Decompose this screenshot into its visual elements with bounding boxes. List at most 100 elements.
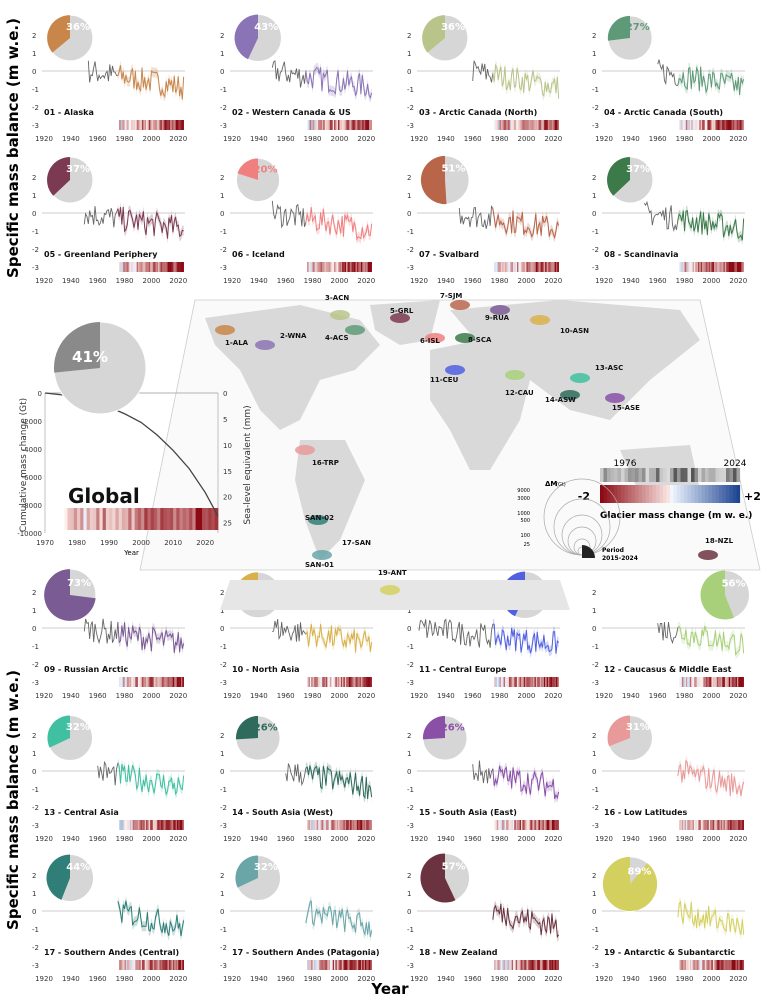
global-ytick-right: 10	[223, 442, 232, 450]
stripe	[542, 820, 545, 830]
legend-gray-stripe	[694, 468, 699, 482]
legend-gray-stripe	[684, 468, 688, 482]
stripe	[723, 677, 726, 687]
pie-slice	[607, 157, 630, 196]
ytick-label: 1	[407, 607, 411, 615]
legend-min: -2	[578, 490, 590, 503]
stripe	[320, 820, 323, 830]
legend-stripe	[705, 485, 709, 503]
stripe	[158, 262, 160, 272]
stripe	[131, 820, 133, 830]
xtick-label: 2020	[357, 277, 375, 285]
stripe	[681, 120, 684, 130]
xtick-label: 1940	[62, 975, 80, 983]
legend-stripe	[663, 485, 667, 503]
map-region-label: 10-ASN	[560, 327, 589, 335]
stripe	[175, 120, 178, 130]
stripe	[131, 120, 133, 130]
legend-gray-stripe	[673, 468, 678, 482]
xtick-label: 1980	[491, 135, 509, 143]
legend-gray-stripe	[670, 468, 674, 482]
stripe	[311, 262, 313, 272]
stripe	[553, 120, 555, 130]
stripe	[119, 677, 121, 687]
stripe	[154, 262, 156, 272]
stripe	[724, 677, 727, 687]
stripe	[703, 677, 706, 687]
stripe	[311, 960, 313, 970]
stripe	[334, 262, 336, 272]
stripe	[687, 677, 689, 687]
series-line	[117, 900, 185, 937]
stripe	[359, 820, 362, 830]
ytick-label: -3	[32, 264, 39, 272]
stripe	[152, 820, 155, 830]
stripe	[164, 262, 167, 272]
stripe	[703, 820, 706, 830]
global-ytick-left: 0	[38, 390, 42, 398]
stripe	[510, 960, 512, 970]
pie-slice	[47, 715, 70, 748]
stripe	[179, 120, 182, 130]
xtick-label: 1980	[116, 135, 134, 143]
stripe	[700, 820, 703, 830]
stripe	[521, 677, 523, 687]
stripe	[688, 262, 691, 272]
ytick-label: -1	[220, 926, 227, 934]
stripe	[513, 820, 515, 830]
stripe	[312, 820, 315, 830]
stripe	[336, 820, 339, 830]
stripe	[319, 960, 321, 970]
deltaM-value: 25	[524, 542, 530, 548]
stripe	[707, 120, 710, 130]
global-stripe	[102, 508, 107, 530]
stripe	[731, 960, 734, 970]
series-band	[492, 760, 559, 804]
ytick-label: -3	[407, 822, 414, 830]
stripe	[525, 820, 527, 830]
ytick-label: -3	[220, 962, 227, 970]
stripe	[313, 820, 316, 830]
stripe	[317, 262, 320, 272]
stripe	[135, 677, 137, 687]
global-stripe	[86, 508, 91, 530]
xtick-label: 2000	[143, 692, 161, 700]
stripe	[525, 262, 527, 272]
xtick-label: 2020	[169, 277, 187, 285]
stripe	[712, 820, 715, 830]
stripe	[740, 677, 743, 687]
stripe	[354, 677, 356, 687]
stripe	[732, 262, 735, 272]
ytick-label: -1	[32, 786, 39, 794]
stripe	[354, 262, 356, 272]
stripe	[350, 262, 352, 272]
global-stripe	[211, 508, 216, 530]
region-label: 16 - Low Latitudes	[604, 808, 688, 817]
legend-stripe	[670, 485, 674, 503]
stripe	[368, 262, 371, 272]
stripe	[163, 677, 166, 687]
global-ytick-left: -2000	[22, 418, 42, 426]
glacier-region	[330, 310, 350, 320]
stripe	[368, 820, 371, 830]
stripe	[494, 820, 496, 830]
legend-gray-stripe	[663, 468, 667, 482]
legend-gray-stripe	[677, 468, 681, 482]
stripe	[734, 960, 736, 970]
stripe	[317, 677, 320, 687]
series-band	[492, 60, 559, 104]
stripe	[171, 820, 174, 830]
stripe	[740, 960, 743, 970]
stripe	[523, 677, 526, 687]
stripe	[142, 262, 144, 272]
ytick-label: -3	[592, 679, 599, 687]
stripe	[342, 820, 344, 830]
stripe	[335, 820, 338, 830]
ytick-label: 1	[32, 192, 36, 200]
stripe	[180, 960, 183, 970]
xtick-label: 2020	[544, 692, 562, 700]
ytick-label: -2	[220, 246, 227, 254]
stripe	[538, 262, 541, 272]
stripe	[538, 120, 541, 130]
